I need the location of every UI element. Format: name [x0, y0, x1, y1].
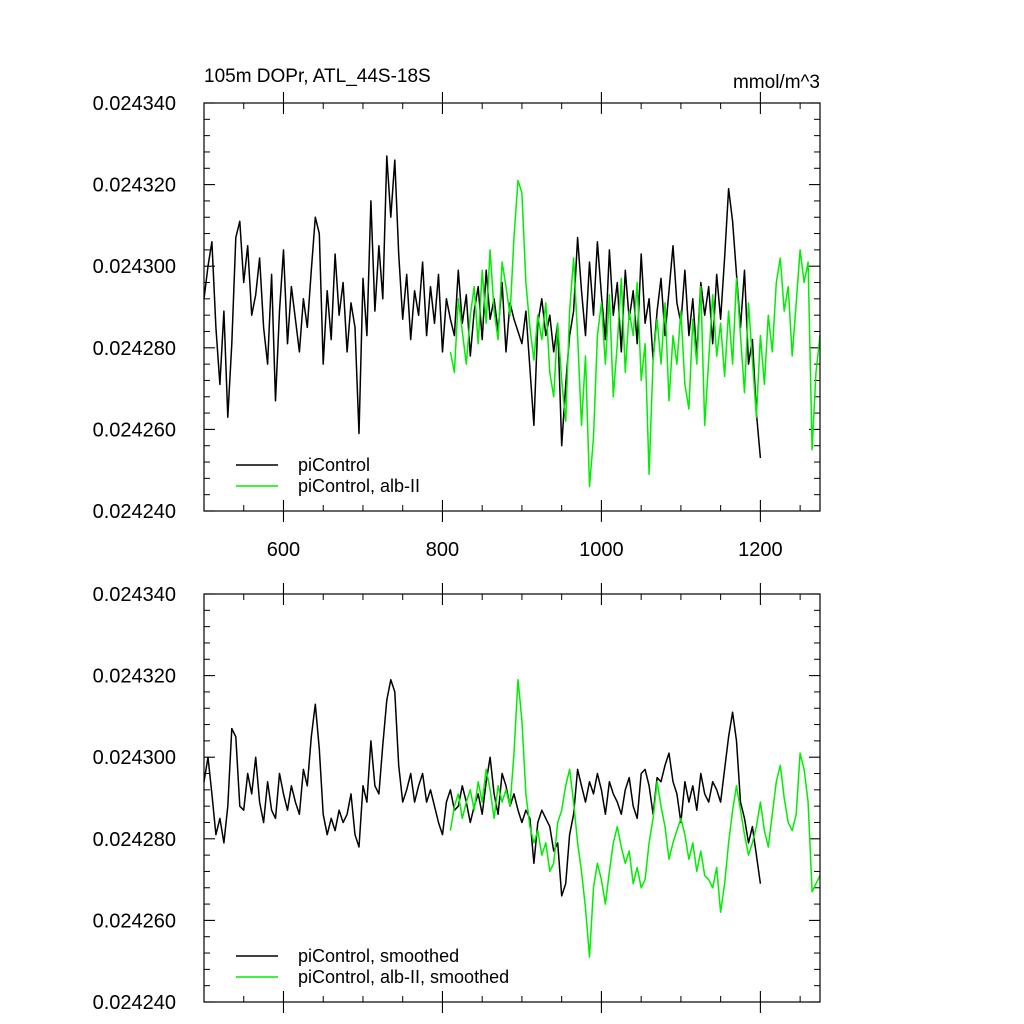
- y-tick-label: 0.024340: [93, 584, 176, 606]
- y-tick-label: 0.024320: [93, 666, 176, 688]
- y-tick-label: 0.024320: [93, 175, 176, 197]
- series-line-1: [449, 678, 821, 958]
- axis-ticks: 0.024240 0.024260 0.024280 0.024300 0.024320…: [93, 92, 820, 561]
- x-tick-label: 1000: [579, 539, 624, 561]
- y-tick-label: 0.024300: [93, 256, 176, 278]
- y-tick-label: 0.024300: [93, 747, 176, 769]
- plot-frame: [203, 102, 821, 512]
- series-line-0: [203, 155, 762, 459]
- y-tick-label: 0.024340: [93, 93, 176, 115]
- units-label: mmol/m^3: [733, 72, 820, 93]
- series-line-0: [203, 678, 762, 897]
- legend-label: piControl, alb-II, smoothed: [298, 967, 509, 987]
- y-tick-label: 0.024240: [93, 992, 176, 1014]
- y-tick-label: 0.024240: [93, 501, 176, 523]
- plot-frame: [203, 593, 821, 1003]
- x-tick-label: 800: [426, 539, 459, 561]
- y-tick-label: 0.024260: [93, 910, 176, 932]
- legend-label: piControl: [298, 455, 370, 475]
- chart-title: 105m DOPr, ATL_44S-18S: [204, 66, 431, 87]
- bottom-chart-panel: 0.024240 0.024260 0.024280 0.024300 0.024320…: [93, 583, 821, 1014]
- y-tick-label: 0.024280: [93, 338, 176, 360]
- top-chart-panel: 105m DOPr, ATL_44S-18S mmol/m^3 0.024240…: [93, 66, 821, 561]
- x-tick-label: 600: [267, 539, 300, 561]
- y-tick-label: 0.024280: [93, 829, 176, 851]
- axis-ticks: 0.024240 0.024260 0.024280 0.024300 0.024320…: [93, 583, 820, 1014]
- legend-label: piControl, smoothed: [298, 946, 459, 966]
- legend-label: piControl, alb-II: [298, 476, 420, 496]
- plot-series: [203, 678, 821, 958]
- x-tick-label: 1200: [738, 539, 783, 561]
- y-tick-label: 0.024260: [93, 419, 176, 441]
- series-line-1: [449, 179, 821, 488]
- plot-series: [203, 155, 821, 488]
